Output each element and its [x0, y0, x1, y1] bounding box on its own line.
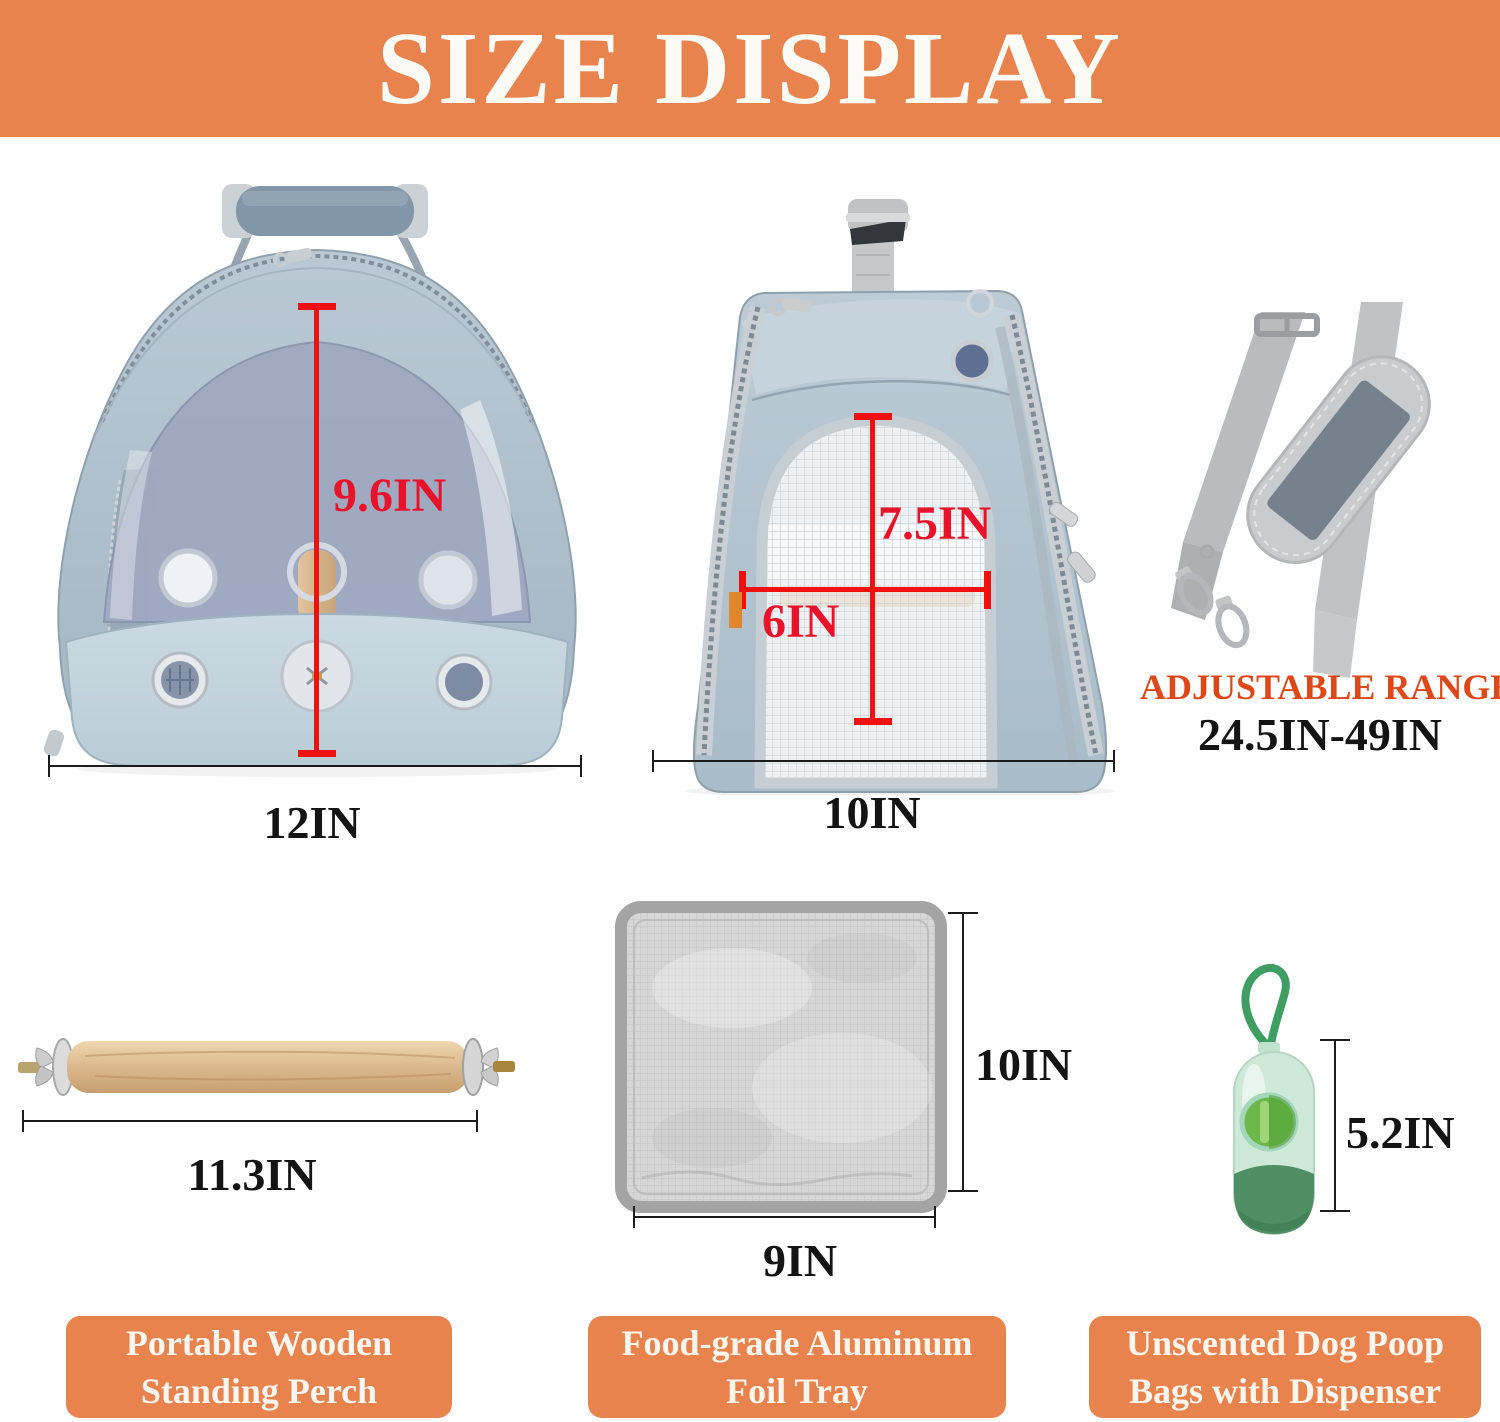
wing-nut: [35, 1065, 54, 1087]
shoulder-pad: [1246, 355, 1431, 564]
caption-line: Bags with Dispenser: [1128, 1371, 1442, 1411]
poop-bag-dispenser-image: [1233, 964, 1315, 1235]
zipper-teeth-left: [701, 306, 761, 756]
side-carrier-image: [685, 199, 1115, 795]
top-seam: [95, 266, 539, 435]
side-carrier-width-label: 6IN: [762, 595, 840, 648]
front-carrier-height-label: 9.6IN: [333, 469, 447, 522]
measure-mark: [729, 592, 742, 628]
strap-band: [1183, 312, 1305, 552]
strap-band-end: [1313, 610, 1357, 678]
front-carrier-image: [43, 184, 577, 777]
bolt-stub: [493, 1061, 515, 1072]
side-carrier-width-line: [741, 587, 989, 592]
dispenser-caption-box: Unscented Dog Poop Bags with Dispenser: [1089, 1316, 1481, 1418]
vent-hole: [418, 550, 478, 610]
tray-caption-box: Food-grade Aluminum Foil Tray: [588, 1316, 1006, 1418]
vent-hole: [158, 548, 218, 608]
foil-sheen: [752, 1033, 932, 1143]
mesh-grid: [766, 426, 986, 777]
wing-nut: [35, 1047, 54, 1069]
side-carrier-depth-line: [652, 750, 1115, 772]
zipper-pull: [1067, 551, 1096, 583]
caption-line: Food-grade Aluminum: [621, 1323, 973, 1363]
zipper-pull: [43, 729, 65, 757]
cap-shadow: [1238, 1210, 1310, 1232]
perch-length-label: 11.3IN: [187, 1149, 317, 1200]
tray-inner-edge: [633, 919, 929, 1195]
top-zipper: [100, 253, 534, 423]
dispenser-height-label: 5.2IN: [1346, 1107, 1455, 1158]
perch-length-line: [22, 1110, 478, 1132]
caption-line: Portable Wooden: [125, 1323, 393, 1363]
window-sheen-left: [110, 450, 152, 620]
foil-shade: [807, 933, 917, 983]
grommet-mesh-lines: [166, 665, 194, 695]
tray-height-line: [962, 912, 964, 1192]
tray-width-label: 9IN: [762, 1235, 838, 1286]
swivel-hook: [1215, 595, 1250, 649]
wooden-rod: [67, 1041, 469, 1093]
roll-shading: [1269, 1095, 1296, 1149]
banner-title: SIZE DISPLAY: [376, 11, 1124, 126]
perch-caption-box: Portable Wooden Standing Perch: [66, 1316, 452, 1418]
dispenser-cap: [1234, 1165, 1314, 1234]
bolt-stub: [18, 1062, 40, 1073]
zipper-pull: [272, 247, 312, 268]
zipper-pull: [781, 297, 813, 313]
tray-width-line: [633, 1206, 936, 1228]
foil-surface: [615, 901, 947, 1213]
strap-fold-shadow: [850, 219, 906, 245]
strap-loop: [1199, 544, 1215, 560]
side-carrier-height-label: 7.5IN: [878, 497, 992, 550]
caption-line: Unscented Dog Poop: [1125, 1323, 1444, 1363]
grommet: [950, 339, 994, 383]
foil-tray-image: [615, 901, 947, 1213]
front-carrier-height-line: [314, 306, 319, 754]
swivel-hook: [1175, 566, 1214, 616]
caption-line: Standing Perch: [140, 1371, 378, 1411]
grommet: [966, 289, 994, 317]
foil-sheen: [652, 948, 812, 1028]
clip-hook: [1241, 964, 1290, 1048]
zipper-teeth-right: [1009, 314, 1099, 756]
front-carrier-width-line: [48, 755, 582, 777]
front-carrier-width-label: 12IN: [263, 797, 361, 848]
wood-grain: [84, 1050, 456, 1081]
foil-shade: [652, 1108, 772, 1168]
foil-crinkle: [641, 1170, 913, 1186]
caption-line: Foil Tray: [726, 1371, 868, 1411]
window-sheen-right: [460, 400, 522, 616]
zipper-inner-right: [995, 325, 1079, 766]
adjuster-buckle: [846, 213, 910, 222]
side-carrier-height-line: [870, 416, 875, 722]
grommet-window: [445, 663, 483, 701]
roll-band: [1260, 1101, 1269, 1143]
handle-highlight: [242, 191, 408, 206]
wooden-perch-image: [18, 1038, 515, 1096]
shoulder-strap-image: [1171, 302, 1431, 678]
zipper-pull: [1049, 501, 1079, 527]
tray-height-label: 10IN: [975, 1039, 1073, 1090]
seam: [751, 380, 1011, 402]
adjustable-range-value: 24.5IN-49IN: [1197, 709, 1443, 760]
top-face: [742, 299, 1018, 395]
size-display-banner: SIZE DISPLAY: [0, 0, 1500, 137]
dispenser-height-line: [1334, 1039, 1336, 1212]
adjustable-range-heading: ADJUSTABLE RANGE: [1140, 667, 1500, 707]
end-disc: [462, 1038, 484, 1096]
side-carrier-depth-label: 10IN: [823, 787, 921, 838]
clip-mount: [1258, 1042, 1280, 1054]
